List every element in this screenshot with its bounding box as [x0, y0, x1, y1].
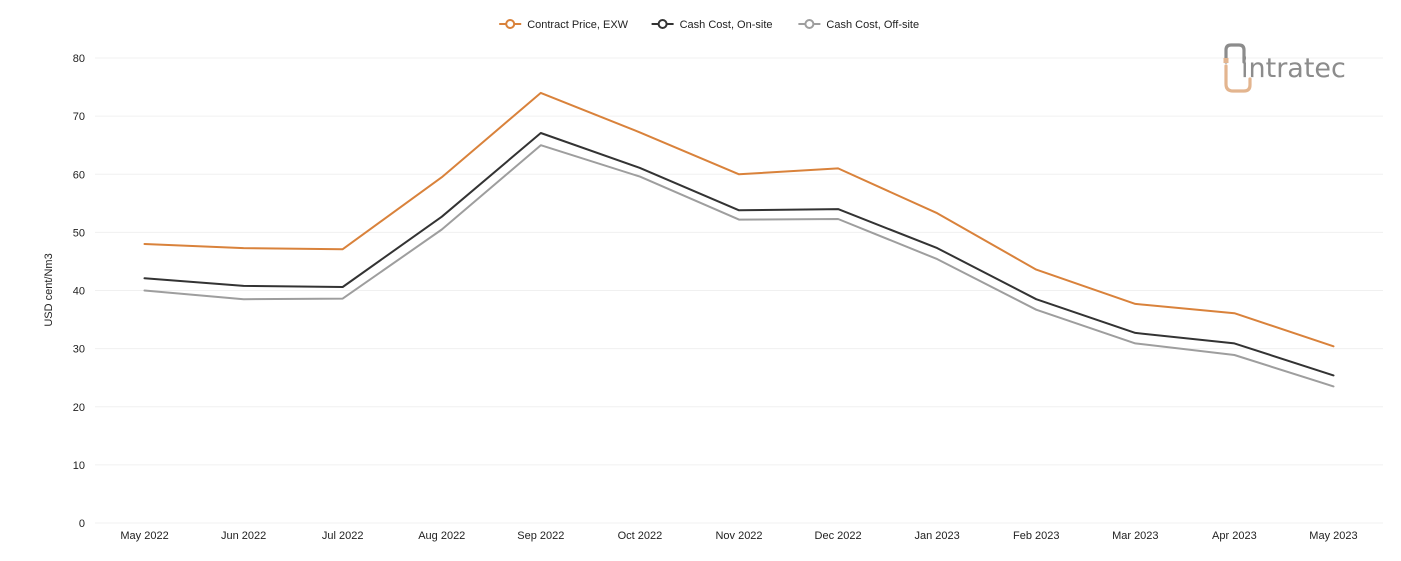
- y-axis: 0 10 20 30 40 50 60 70 80: [73, 53, 85, 530]
- y-tick-label: 0: [79, 518, 85, 530]
- plot-area: [143, 91, 1335, 388]
- series-line: [143, 91, 1335, 348]
- x-tick-label: Mar 2023: [1112, 530, 1158, 542]
- series-line: [143, 132, 1335, 377]
- series-group: [143, 144, 1335, 388]
- legend-label: Cash Cost, On-site: [680, 19, 773, 31]
- legend-item: Cash Cost, On-site: [651, 19, 773, 31]
- legend-marker-icon: [657, 19, 668, 29]
- x-tick-label: Oct 2022: [618, 530, 663, 542]
- series-group: [143, 91, 1335, 348]
- series-group: [143, 132, 1335, 377]
- y-tick-label: 70: [73, 111, 85, 123]
- legend-marker-icon: [505, 19, 516, 29]
- x-tick-label: Aug 2022: [418, 530, 465, 542]
- x-tick-label: Jul 2022: [322, 530, 364, 542]
- y-axis-title: USD cent/Nm3: [43, 253, 55, 326]
- intratec-logo: intratec: [1223, 43, 1346, 93]
- x-tick-label: Dec 2022: [815, 530, 862, 542]
- legend-item: Cash Cost, Off-site: [798, 19, 919, 31]
- x-tick-label: Sep 2022: [517, 530, 564, 542]
- legend-label: Cash Cost, Off-site: [826, 19, 919, 31]
- x-tick-label: Jun 2022: [221, 530, 266, 542]
- y-tick-label: 50: [73, 227, 85, 239]
- y-tick-label: 10: [73, 460, 85, 472]
- gridlines: [95, 57, 1383, 524]
- y-tick-label: 20: [73, 402, 85, 414]
- y-tick-label: 30: [73, 344, 85, 356]
- y-tick-label: 60: [73, 169, 85, 181]
- series-line: [143, 144, 1335, 388]
- legend: Contract Price, EXW Cash Cost, On-site Cas…: [499, 19, 919, 31]
- x-tick-label: May 2022: [120, 530, 168, 542]
- x-tick-label: Nov 2022: [715, 530, 762, 542]
- x-axis: May 2022 Jun 2022 Jul 2022 Aug 2022 Sep 2022…: [120, 530, 1357, 542]
- x-tick-label: May 2023: [1309, 530, 1357, 542]
- logo-mark-icon: [1223, 43, 1252, 93]
- legend-item: Contract Price, EXW: [499, 19, 629, 31]
- x-tick-label: Jan 2023: [915, 530, 960, 542]
- x-tick-label: Feb 2023: [1013, 530, 1059, 542]
- x-tick-label: Apr 2023: [1212, 530, 1257, 542]
- logo-wordmark: intratec: [1241, 53, 1346, 84]
- y-tick-label: 80: [73, 53, 85, 65]
- legend-label: Contract Price, EXW: [527, 19, 628, 31]
- y-tick-label: 40: [73, 286, 85, 298]
- legend-marker-icon: [804, 19, 815, 29]
